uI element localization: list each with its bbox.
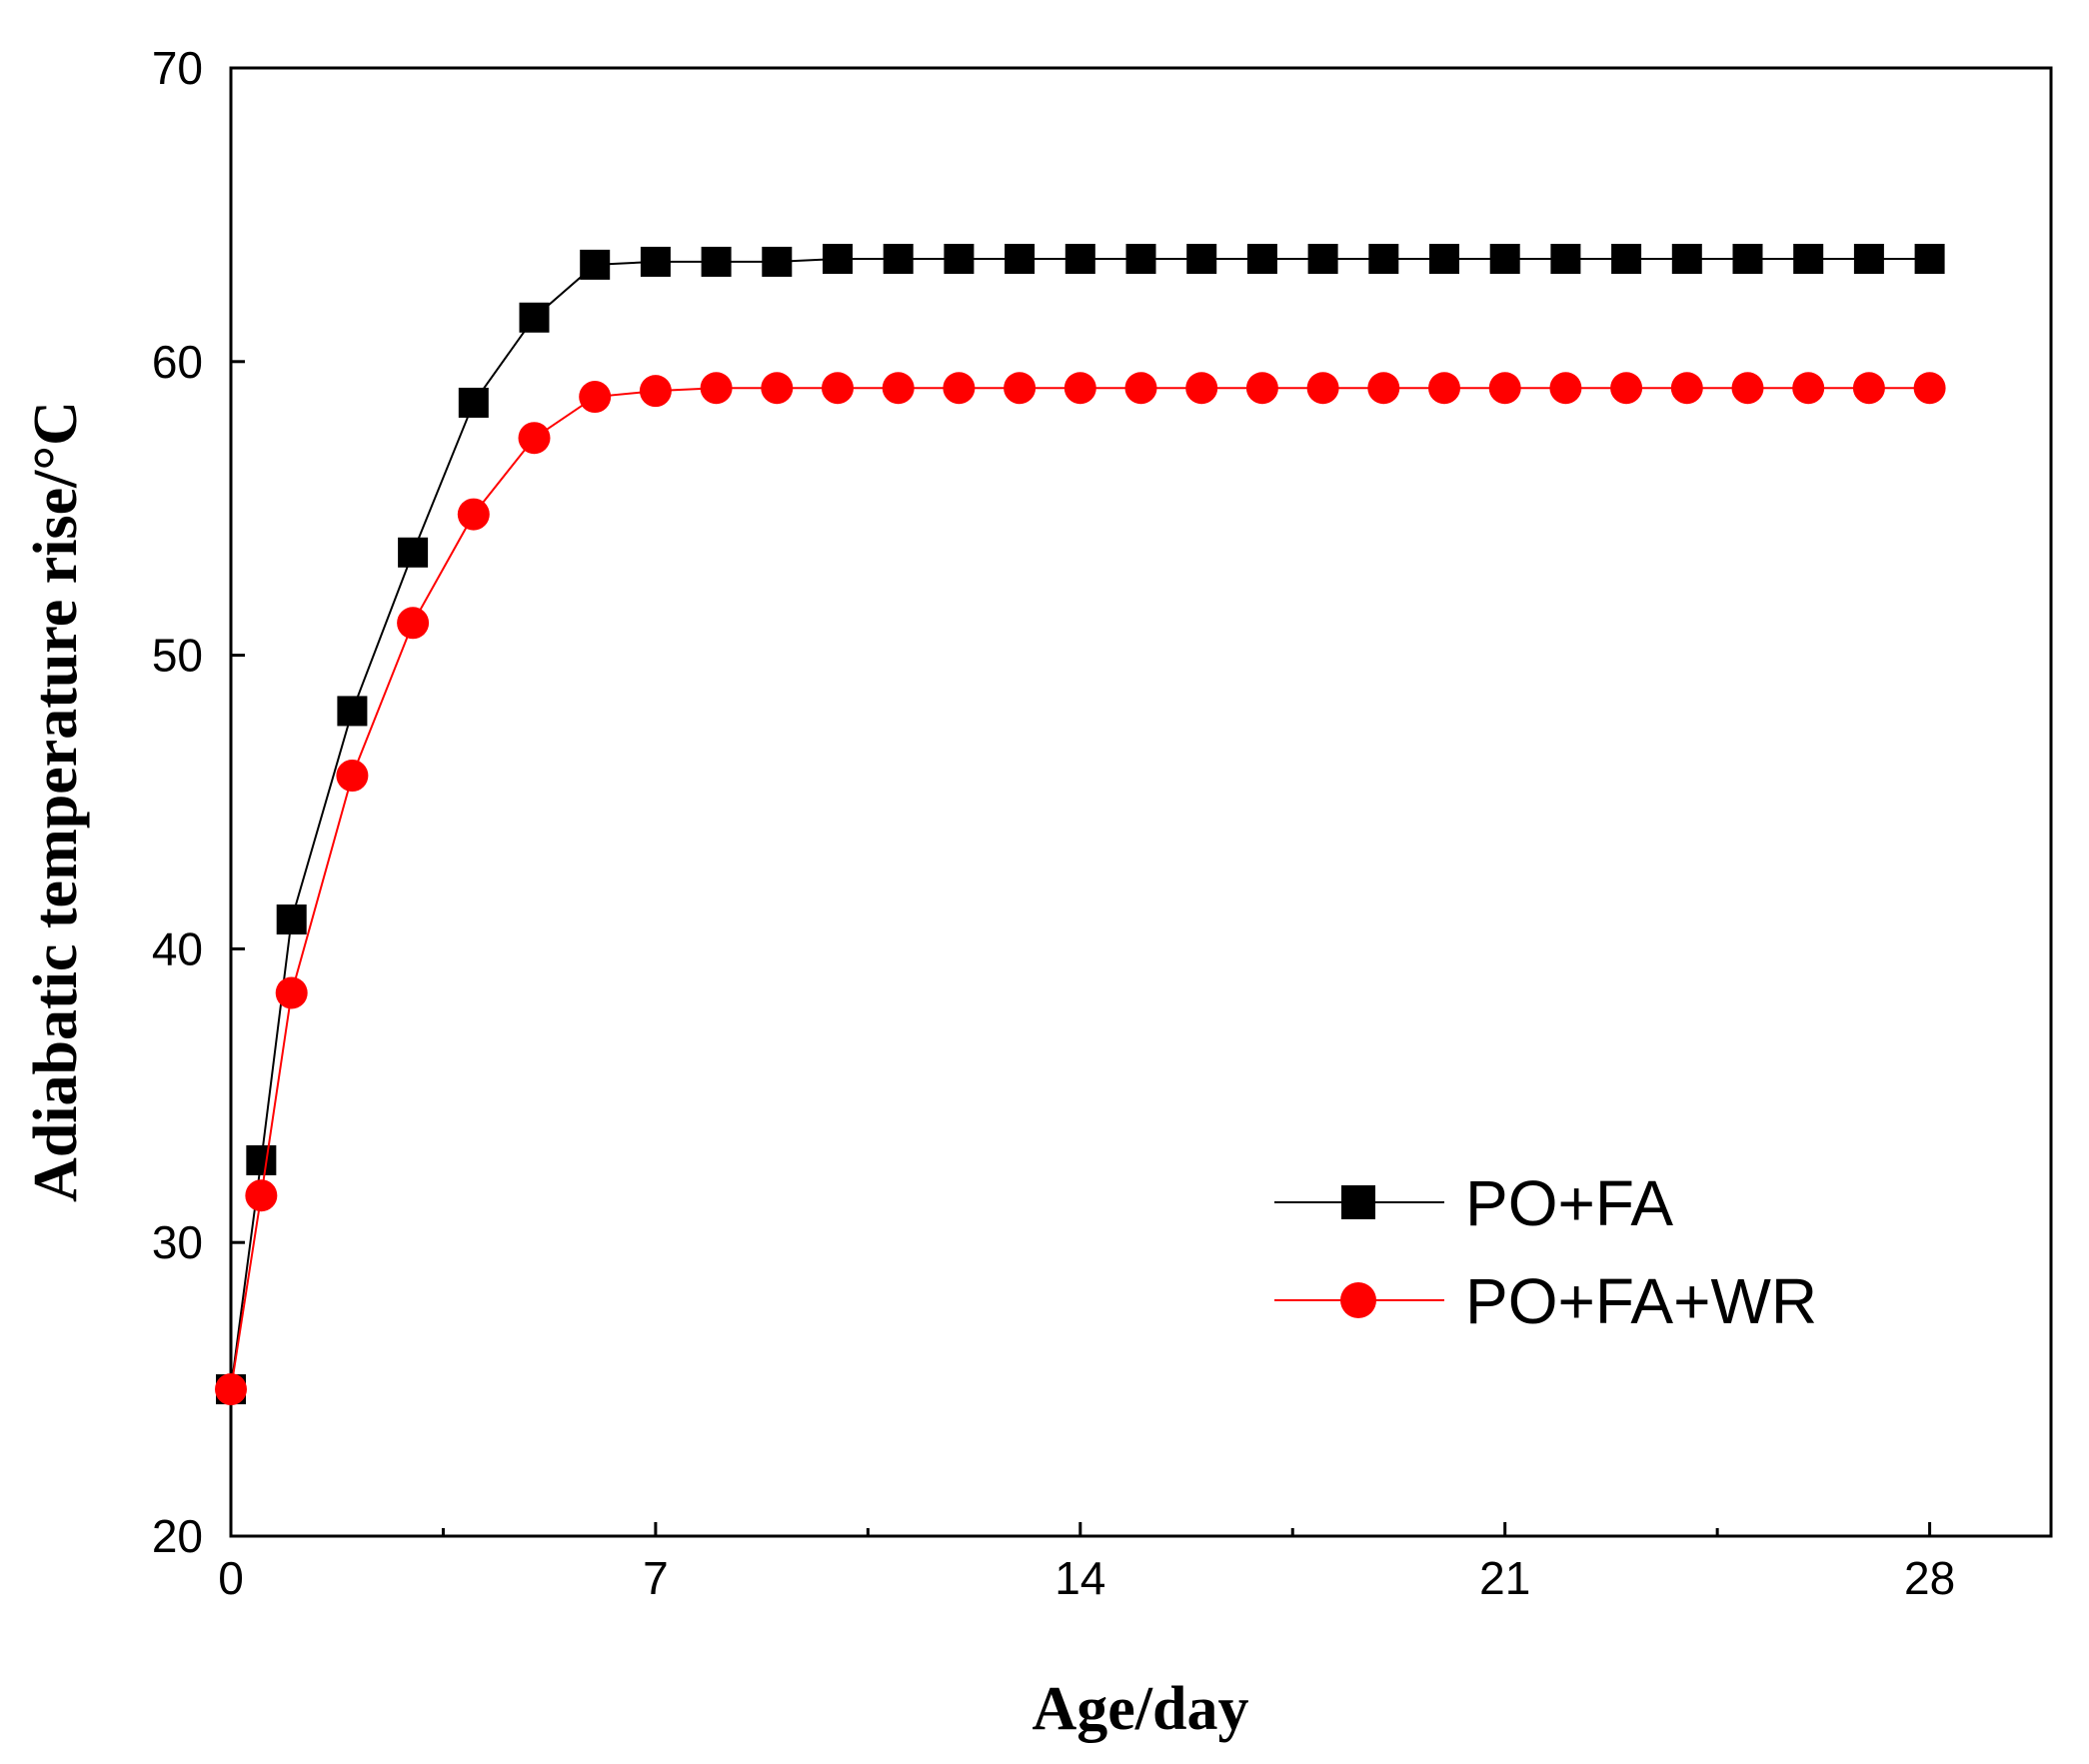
data-point-circle — [1488, 372, 1521, 405]
series-line — [230, 387, 1930, 1390]
data-point-square — [1732, 243, 1763, 274]
data-point-square — [337, 696, 368, 727]
data-point-circle — [943, 372, 976, 405]
y-tick-label: 40 — [152, 922, 203, 974]
legend-marker-po-fa-wr — [1340, 1282, 1376, 1318]
data-point-circle — [761, 372, 794, 405]
data-point-square — [519, 302, 550, 333]
y-axis-title: Adiabatic temperature rise/°C — [22, 401, 90, 1202]
data-point-circle — [1852, 372, 1885, 405]
data-point-square — [580, 249, 611, 280]
legend-label-po-fa-wr: PO+FA+WR — [1465, 1265, 1817, 1337]
data-point-square — [944, 243, 975, 274]
data-point-square — [1125, 243, 1156, 274]
data-point-circle — [822, 372, 854, 405]
data-point-circle — [639, 375, 672, 408]
y-tick-label: 60 — [152, 336, 203, 388]
data-point-square — [1489, 243, 1520, 274]
data-point-circle — [1731, 372, 1764, 405]
data-point-square — [701, 246, 732, 277]
data-point-square — [823, 243, 853, 274]
data-point-circle — [1428, 372, 1460, 405]
data-point-square — [1671, 243, 1702, 274]
data-point-square — [883, 243, 914, 274]
data-point-circle — [1670, 372, 1703, 405]
data-point-circle — [275, 976, 308, 1009]
data-point-square — [276, 904, 307, 935]
data-point-circle — [1306, 372, 1339, 405]
y-tick-label: 20 — [152, 1510, 203, 1562]
data-point-circle — [579, 381, 612, 414]
data-point-circle — [518, 422, 551, 455]
x-axis: 0 7 14 21 28 — [218, 1522, 1955, 1604]
data-point-square — [1793, 243, 1824, 274]
series-po-fa-wr — [215, 372, 1946, 1406]
data-point-circle — [1792, 372, 1825, 405]
data-point-circle — [700, 372, 733, 405]
data-point-square — [1005, 243, 1036, 274]
series-layer — [215, 243, 1946, 1406]
data-point-circle — [215, 1373, 247, 1406]
data-point-circle — [1367, 372, 1400, 405]
data-point-square — [246, 1144, 277, 1175]
data-point-square — [1611, 243, 1642, 274]
data-point-circle — [1063, 372, 1096, 405]
data-point-square — [1368, 243, 1399, 274]
y-axis: 20 30 40 50 60 70 — [152, 42, 245, 1562]
legend-label-po-fa: PO+FA — [1465, 1167, 1673, 1239]
series-po-fa — [216, 243, 1945, 1405]
data-point-circle — [1549, 372, 1582, 405]
data-point-square — [1064, 243, 1095, 274]
legend: PO+FA PO+FA+WR — [1274, 1167, 1817, 1337]
data-point-square — [1429, 243, 1459, 274]
series-line — [230, 257, 1930, 1390]
data-point-square — [458, 387, 489, 418]
y-tick-label: 30 — [152, 1216, 203, 1268]
data-point-circle — [1913, 372, 1946, 405]
data-point-square — [1914, 243, 1945, 274]
x-tick-label: 21 — [1479, 1552, 1530, 1604]
data-point-square — [640, 246, 671, 277]
data-point-square — [1246, 243, 1277, 274]
data-point-circle — [1245, 372, 1278, 405]
data-point-square — [1550, 243, 1581, 274]
x-tick-label: 28 — [1904, 1552, 1955, 1604]
data-point-square — [1186, 243, 1217, 274]
data-point-circle — [1185, 372, 1218, 405]
x-tick-label: 14 — [1054, 1552, 1105, 1604]
data-point-circle — [336, 760, 369, 793]
data-point-circle — [882, 372, 915, 405]
data-point-circle — [1124, 372, 1157, 405]
data-point-circle — [1004, 372, 1037, 405]
y-tick-label: 50 — [152, 630, 203, 682]
x-tick-label: 7 — [643, 1552, 669, 1604]
plot-frame — [229, 66, 2053, 1538]
data-point-square — [1853, 243, 1884, 274]
x-axis-title: Age/day — [1033, 1675, 1249, 1743]
legend-marker-po-fa — [1341, 1185, 1375, 1219]
data-point-square — [1307, 243, 1338, 274]
data-point-circle — [397, 607, 430, 640]
data-point-square — [398, 537, 429, 568]
y-tick-label: 70 — [152, 42, 203, 94]
data-point-circle — [1610, 372, 1643, 405]
data-point-circle — [245, 1179, 278, 1212]
data-point-square — [762, 246, 793, 277]
data-point-circle — [457, 498, 490, 531]
x-tick-label: 0 — [218, 1552, 244, 1604]
